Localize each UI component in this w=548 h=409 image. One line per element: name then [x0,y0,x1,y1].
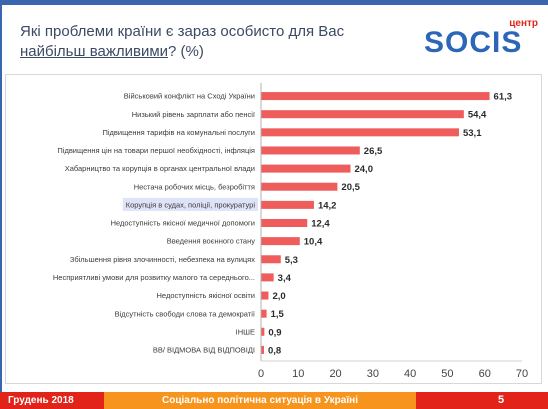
bar [261,273,274,282]
data-label: 24,0 [354,164,373,175]
category-label: Хабарництво та корупція в органах центра… [65,164,255,173]
category-label: Підвищення тарифів на комунальні послуги [102,128,255,137]
category-label: ІНШЕ [236,327,255,336]
category-label: Недоступність якісної освіти [157,291,255,300]
data-label: 5,3 [285,255,298,266]
category-highlight [122,197,258,211]
x-tick-label: 10 [292,368,304,380]
data-label: 14,2 [318,200,337,211]
category-label: Низький рівень зарплати або пенсії [132,110,256,119]
title-line-2: найбільш важливими? (%) [20,42,400,62]
category-label: Підвищення цін на товари першої необхідн… [57,146,255,155]
category-label: Недоступність якісної медичної допомоги [111,219,255,228]
category-label: Нестача робочих місць, безробіття [134,182,255,191]
bar [261,255,281,264]
data-label: 2,0 [272,291,285,302]
bar [261,128,459,137]
x-tick-label: 0 [258,368,264,380]
data-label: 54,4 [468,110,487,121]
data-label: 53,1 [463,128,482,139]
bar [261,237,300,246]
category-label: Корупція в судах, поліції, прокуратурі [126,200,256,209]
x-tick-label: 70 [516,368,528,380]
logo-word: SOCIS [424,26,523,59]
data-label: 12,4 [311,219,330,230]
title-rest-text: ? (%) [168,43,204,60]
category-label: ВВ/ ВІДМОВА ВІД ВІДПОВІДІ [153,346,255,355]
data-label: 0,9 [268,327,281,338]
bar-chart: Військовий конфлікт на Сході України 61,3… [53,83,528,380]
data-label: 61,3 [494,92,512,103]
x-tick-label: 40 [404,368,416,380]
title-line-1: Які проблеми країни є зараз особисто для… [20,23,345,40]
data-label: 10,4 [304,237,323,248]
footer-date: Грудень 2018 [0,392,90,409]
category-label: Несприятливі умови для розвитку малого т… [53,273,255,282]
bar [261,345,264,354]
page-number: 5 [497,394,505,406]
bar [261,146,360,155]
page-title: Які проблеми країни є зараз особисто для… [20,22,400,62]
category-label: Збільшення рівня злочинності, небезпека … [70,255,255,264]
data-label: 20,5 [341,182,360,193]
left-accent-line [0,0,2,409]
category-label: Військовий конфлікт на Сході України [124,92,255,101]
bar [261,291,269,300]
bar [261,110,464,119]
top-accent-strip [0,0,548,5]
title-underlined-text: найбільш важливими [20,43,169,60]
bar [261,327,265,336]
data-label: 1,5 [271,309,285,320]
socis-logo: центр SOCIS [424,16,542,60]
bar [261,164,351,173]
data-label: 0,8 [268,345,281,356]
data-label: 3,4 [278,273,292,284]
logo-small-text: центр [509,18,538,29]
chart-frame: Військовий конфлікт на Сході України 61,3… [5,74,542,384]
bar [261,219,308,227]
category-label: Відсутність свободи слова та демократії [115,309,256,318]
bar [261,92,490,101]
data-label: 26,5 [364,146,383,157]
bar [261,309,267,318]
x-tick-label: 30 [367,368,379,380]
footer-bar: Грудень 2018 Соціально політична ситуаці… [0,392,548,409]
x-tick-label: 60 [479,368,491,380]
bar [261,182,338,191]
footer-title: Соціально політична ситуація в Україні [104,392,416,409]
bar [261,200,314,209]
x-tick-label: 20 [329,368,341,380]
category-label: Введення воєнного стану [167,237,255,246]
x-tick-label: 50 [441,368,453,380]
